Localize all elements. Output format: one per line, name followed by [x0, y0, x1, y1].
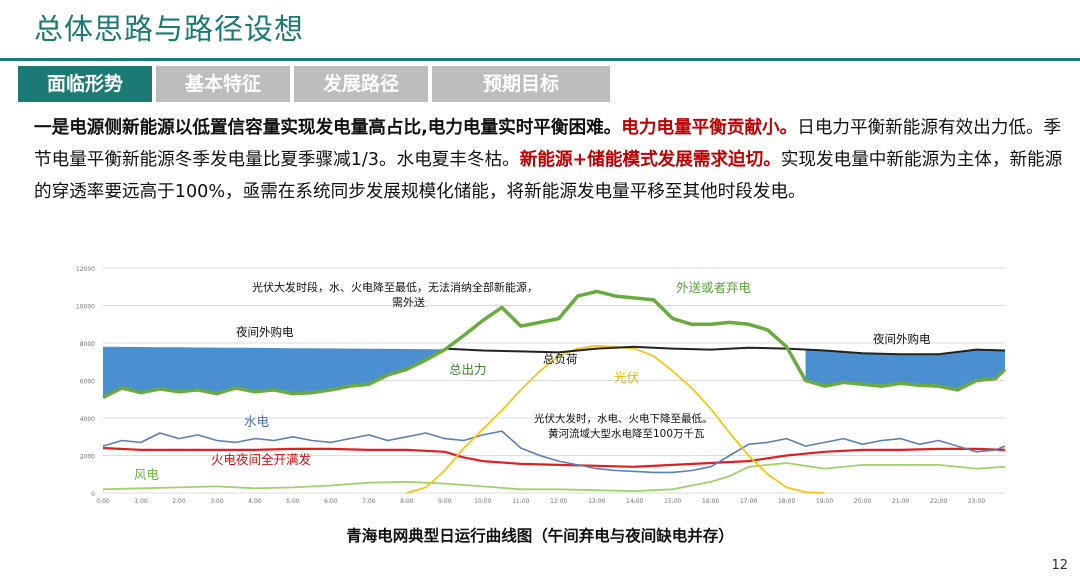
- x-tick-label-21: 21:00: [892, 498, 909, 505]
- series-line-1: [444, 345, 1006, 356]
- series-line-3: [102, 430, 1006, 474]
- anno-pv-peak-top-1: 光伏大发时段，水、火电降至最低，无法消纳全部新能源，: [252, 280, 538, 294]
- anno-total-load: 总负荷: [543, 352, 578, 366]
- para-red-2: 新能源+储能模式发展需求迫切。: [519, 150, 781, 170]
- y-tick-label-0: 0: [91, 491, 95, 498]
- x-tick-label-9: 9:00: [438, 498, 452, 505]
- y-tick-label-1: 2000: [80, 454, 95, 461]
- body-paragraph: 一是电源侧新能源以低置信容量实现发电量高占比,电力电量实时平衡困难。电力电量平衡…: [8, 112, 1074, 208]
- tab-features[interactable]: 基本特征: [156, 66, 290, 102]
- x-tick-label-11: 11:00: [512, 498, 529, 505]
- x-tick-label-8: 8:00: [400, 498, 414, 505]
- x-tick-label-14: 14:00: [626, 498, 643, 505]
- x-tick-label-19: 19:00: [816, 498, 833, 505]
- para-bold-lead: 一是电源侧新能源以低置信容量实现发电量高占比,电力电量实时平衡困难。: [34, 118, 622, 138]
- anno-wind: 风电: [134, 467, 160, 482]
- fill-night-purchase-right: [805, 349, 1005, 390]
- y-tick-label-4: 8000: [80, 341, 95, 348]
- anno-thermal: 火电夜间全开满发: [211, 452, 312, 467]
- x-tick-label-2: 2:00: [172, 498, 186, 505]
- y-tick-label-3: 6000: [80, 379, 95, 386]
- x-tick-label-7: 7:00: [362, 498, 376, 505]
- x-tick-label-0: 0:00: [96, 498, 110, 505]
- anno-pv-peak-top-2: 需外送: [392, 295, 425, 309]
- anno-pv-peak-mid-2: 黄河流域大型水电降至100万千瓦: [548, 427, 705, 440]
- anno-night-purchase-left: 夜间外购电: [236, 325, 294, 339]
- x-tick-label-6: 6:00: [324, 498, 338, 505]
- x-tick-label-10: 10:00: [474, 498, 491, 505]
- x-tick-label-3: 3:00: [210, 498, 224, 505]
- series-line-4: [102, 446, 1006, 468]
- anno-total-output: 总出力: [449, 362, 487, 377]
- x-tick-label-12: 12:00: [550, 498, 567, 505]
- anno-export-curtail: 外送或者弃电: [676, 280, 752, 295]
- chart-caption: 青海电网典型日运行曲线图（午间弃电与夜间缺电并存）: [346, 526, 734, 545]
- x-tick-label-4: 4:00: [248, 498, 262, 505]
- y-tick-label-6: 12000: [76, 266, 95, 273]
- x-tick-label-5: 5:00: [286, 498, 300, 505]
- tab-goals[interactable]: 预期目标: [432, 66, 610, 102]
- x-tick-label-18: 18:00: [778, 498, 795, 505]
- para-red-1: 电力电量平衡贡献小。: [621, 118, 798, 138]
- tab-path[interactable]: 发展路径: [294, 66, 428, 102]
- x-tick-label-20: 20:00: [854, 498, 871, 505]
- x-tick-label-22: 22:00: [930, 498, 947, 505]
- x-tick-label-1: 1:00: [134, 498, 148, 505]
- chart-lines: [102, 289, 1007, 494]
- y-tick-label-2: 4000: [80, 416, 95, 423]
- anno-night-purchase-right: 夜间外购电: [873, 332, 931, 346]
- chart-annotations: 夜间外购电 夜间外购电 光伏大发时段，水、火电降至最低，无法消纳全部新能源， 需…: [134, 280, 931, 482]
- tab-situation[interactable]: 面临形势: [18, 66, 152, 102]
- y-tick-label-5: 10000: [76, 304, 95, 311]
- para-normal-2: 实现发电量中新能源为主体，新能源的穿透率要远高于100%，亟需在系统同步发展规模…: [34, 150, 1063, 202]
- anno-pv-peak-mid-1: 光伏大发时，水电、火电下降至最低。: [534, 412, 713, 425]
- x-tick-label-15: 15:00: [664, 498, 681, 505]
- x-tick-label-16: 16:00: [702, 498, 719, 505]
- title-divider: [0, 58, 1080, 61]
- para-normal-1: 日电力平衡新能源有效出力低。季节电量平衡新能源冬季发电量比夏季骤减1/3。水电夏…: [34, 118, 1062, 170]
- page-title: 总体思路与路径设想: [34, 12, 305, 46]
- x-tick-label-13: 13:00: [588, 498, 605, 505]
- tab-bar: 面临形势 基本特征 发展路径 预期目标: [18, 66, 610, 102]
- series-line-0: [102, 289, 1007, 399]
- anno-hydro: 水电: [244, 414, 270, 429]
- x-tick-label-23: 23:00: [968, 498, 985, 505]
- page-number: 12: [1051, 558, 1068, 573]
- series-line-5: [102, 462, 1006, 493]
- anno-pv: 光伏: [614, 370, 640, 385]
- x-tick-label-17: 17:00: [740, 498, 757, 505]
- chart-ticks: 0 2000 4000 6000 8000 10000 12000 0:00 1:00 2:00 3…: [76, 266, 985, 505]
